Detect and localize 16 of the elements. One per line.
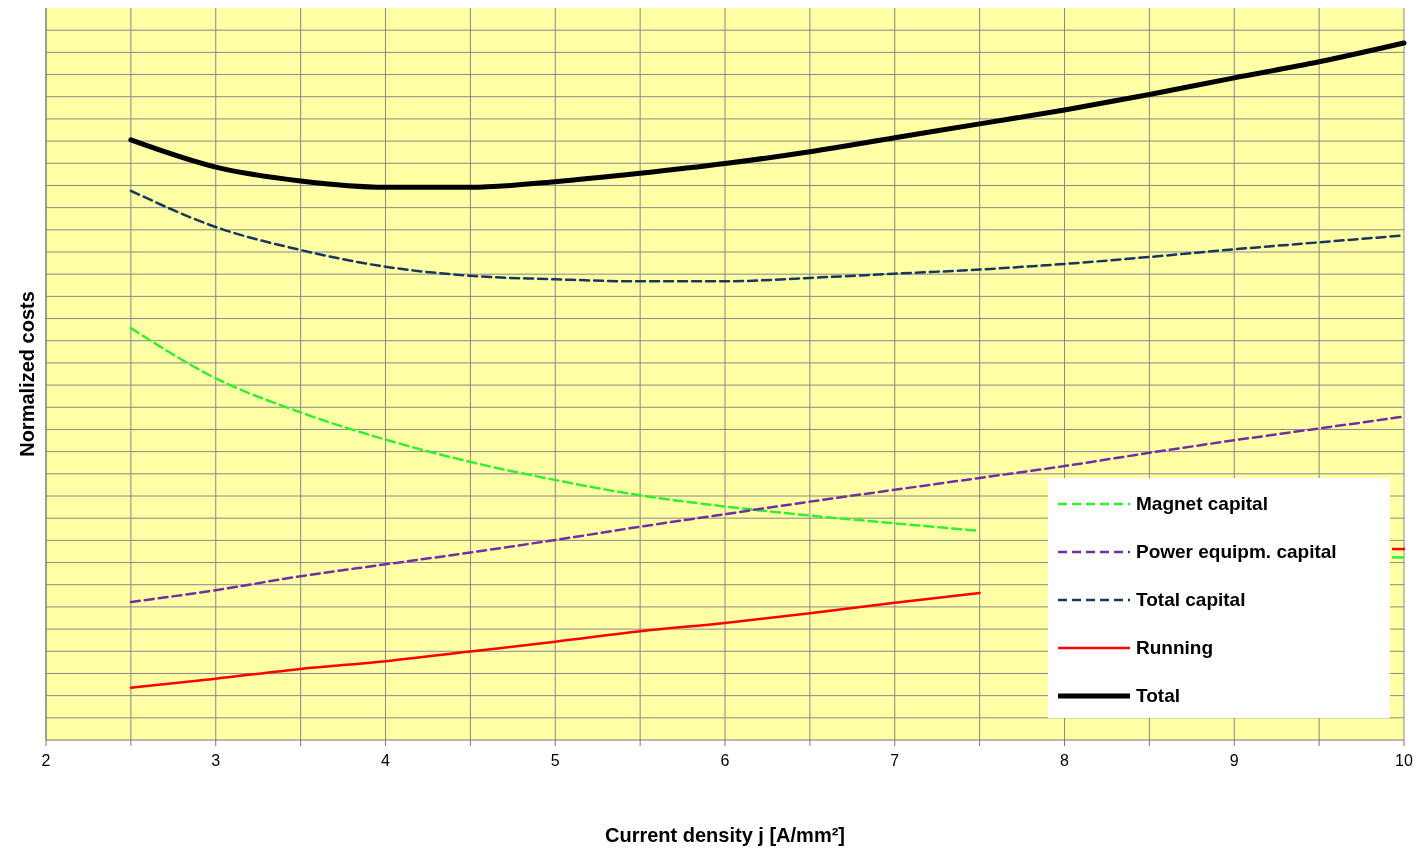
x-tick-label: 7: [890, 752, 900, 769]
x-axis-title: Current density j [A/mm²]: [604, 824, 846, 846]
x-tick-label: 10: [1395, 752, 1413, 769]
x-tick-label: 5: [550, 752, 560, 769]
x-tick-label: 6: [720, 752, 730, 769]
x-tick-label: 3: [211, 752, 221, 769]
y-axis-title: Normalized costs: [16, 291, 38, 457]
legend-label: Power equipm. capital: [1136, 541, 1337, 562]
legend-label: Total: [1136, 685, 1180, 706]
legend-label: Total capital: [1136, 589, 1246, 610]
x-tick-label: 2: [41, 752, 51, 769]
x-tick-label: 4: [381, 752, 391, 769]
x-tick-label: 8: [1060, 752, 1070, 769]
legend-label: Magnet capital: [1136, 493, 1268, 514]
legend-label: Running: [1136, 637, 1214, 658]
x-tick-label: 9: [1229, 752, 1239, 769]
